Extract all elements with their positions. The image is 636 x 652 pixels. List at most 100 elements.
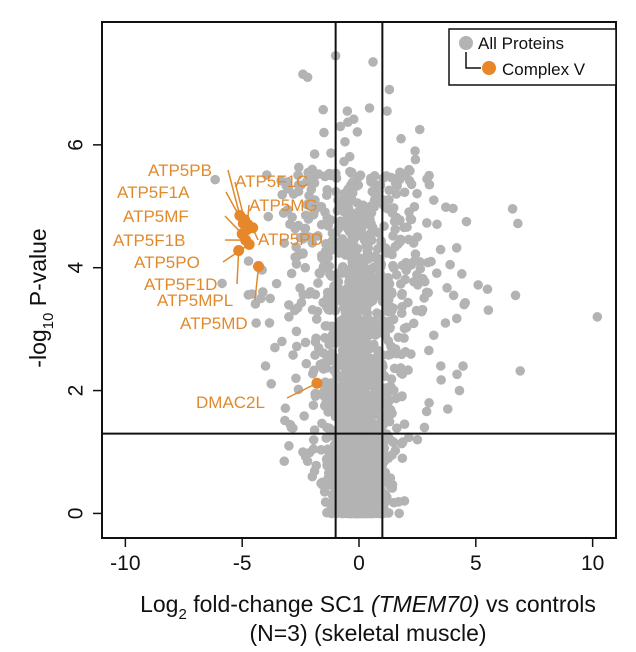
point-all-proteins bbox=[386, 289, 396, 300]
point-all-proteins bbox=[334, 248, 344, 258]
point-all-proteins bbox=[307, 164, 318, 175]
point-all-proteins bbox=[332, 268, 343, 279]
x-tick-label: 0 bbox=[353, 552, 365, 575]
point-all-proteins bbox=[373, 421, 384, 432]
point-all-proteins bbox=[345, 180, 356, 191]
point-all-proteins bbox=[279, 238, 290, 248]
point-all-proteins bbox=[422, 218, 432, 228]
annotation-label: ATP5MF bbox=[123, 207, 189, 226]
point-all-proteins bbox=[347, 234, 357, 245]
point-all-proteins bbox=[397, 453, 408, 464]
point-all-proteins bbox=[326, 215, 336, 225]
point-all-proteins bbox=[351, 399, 361, 409]
point-all-proteins bbox=[303, 214, 314, 224]
point-all-proteins bbox=[393, 215, 403, 226]
point-all-proteins bbox=[260, 361, 271, 371]
point-all-proteins bbox=[350, 289, 361, 300]
point-all-proteins bbox=[391, 348, 402, 359]
point-all-proteins bbox=[313, 231, 323, 241]
point-all-proteins bbox=[415, 263, 426, 274]
point-all-proteins bbox=[337, 437, 348, 447]
annotation-leader-line bbox=[254, 266, 260, 301]
point-all-proteins bbox=[316, 445, 326, 455]
point-all-proteins bbox=[592, 312, 603, 322]
point-all-proteins bbox=[388, 314, 399, 325]
point-all-proteins bbox=[382, 106, 392, 116]
point-all-proteins bbox=[282, 204, 293, 215]
point-all-proteins bbox=[385, 473, 396, 483]
point-all-proteins bbox=[265, 293, 276, 304]
point-all-proteins bbox=[310, 289, 321, 300]
point-all-proteins bbox=[316, 478, 326, 489]
point-all-proteins bbox=[300, 262, 311, 273]
point-all-proteins bbox=[291, 326, 302, 337]
point-all-proteins bbox=[293, 220, 304, 231]
point-all-proteins bbox=[217, 278, 227, 289]
point-all-proteins bbox=[451, 313, 462, 324]
x-axis-title-gene: (TMEM70) bbox=[371, 591, 480, 617]
point-all-proteins bbox=[338, 396, 349, 406]
point-all-proteins bbox=[389, 497, 399, 508]
point-all-proteins bbox=[451, 243, 462, 253]
point-all-proteins bbox=[412, 434, 423, 445]
point-all-proteins bbox=[307, 238, 318, 248]
point-all-proteins bbox=[428, 330, 439, 341]
annotation-label: ATP5PD bbox=[258, 230, 323, 249]
point-all-proteins bbox=[264, 318, 275, 328]
point-all-proteins bbox=[358, 291, 368, 302]
point-all-proteins bbox=[374, 410, 384, 420]
annotation-leader-line bbox=[252, 227, 259, 241]
point-all-proteins bbox=[284, 441, 294, 451]
point-all-proteins bbox=[342, 427, 352, 438]
point-all-proteins bbox=[389, 363, 400, 374]
point-all-proteins bbox=[342, 106, 353, 116]
point-all-proteins bbox=[256, 293, 266, 304]
point-all-proteins bbox=[419, 422, 430, 433]
point-all-proteins bbox=[363, 320, 374, 330]
point-all-proteins bbox=[365, 365, 375, 376]
point-all-proteins bbox=[362, 266, 373, 276]
annotation-leader-line bbox=[286, 382, 318, 399]
point-all-proteins bbox=[364, 279, 374, 289]
point-all-proteins bbox=[285, 219, 295, 229]
y-tick-label: 4 bbox=[65, 262, 88, 274]
point-all-proteins bbox=[344, 472, 355, 483]
point-all-proteins bbox=[261, 170, 272, 180]
point-all-proteins bbox=[320, 497, 331, 507]
point-all-proteins bbox=[315, 359, 326, 370]
y-tick-label: 2 bbox=[65, 385, 88, 397]
point-all-proteins bbox=[356, 384, 367, 395]
point-all-proteins bbox=[298, 447, 308, 457]
point-all-proteins bbox=[435, 244, 446, 255]
x-tick-label: 5 bbox=[470, 552, 482, 575]
legend-label-all-proteins: All Proteins bbox=[478, 34, 564, 53]
point-all-proteins bbox=[404, 175, 415, 186]
legend: All Proteins Complex V bbox=[448, 28, 617, 86]
point-all-proteins bbox=[424, 345, 434, 356]
point-all-proteins bbox=[288, 350, 298, 360]
point-all-proteins bbox=[448, 203, 458, 214]
point-all-proteins bbox=[329, 365, 339, 376]
point-all-proteins bbox=[404, 164, 414, 175]
point-all-proteins bbox=[441, 202, 451, 212]
x-axis-title-line2: (N=3) (skeletal muscle) bbox=[249, 620, 486, 646]
point-all-proteins bbox=[286, 422, 297, 433]
point-all-proteins bbox=[293, 250, 304, 261]
point-all-proteins bbox=[341, 465, 352, 475]
x-tick-label: -5 bbox=[233, 552, 252, 575]
point-all-proteins bbox=[482, 284, 493, 295]
annotation-label: ATP5PB bbox=[148, 161, 212, 180]
point-all-proteins bbox=[295, 232, 306, 243]
point-all-proteins bbox=[329, 387, 339, 397]
point-all-proteins bbox=[309, 425, 320, 435]
point-all-proteins bbox=[384, 84, 395, 95]
annotation-label: ATP5F1D bbox=[144, 275, 217, 294]
point-all-proteins bbox=[396, 438, 407, 449]
point-all-proteins bbox=[382, 411, 392, 421]
point-all-proteins bbox=[317, 253, 327, 263]
point-all-proteins bbox=[366, 235, 377, 245]
point-all-proteins bbox=[319, 127, 329, 138]
point-all-proteins bbox=[412, 232, 423, 242]
point-all-proteins bbox=[311, 314, 322, 324]
point-all-proteins bbox=[366, 177, 376, 187]
